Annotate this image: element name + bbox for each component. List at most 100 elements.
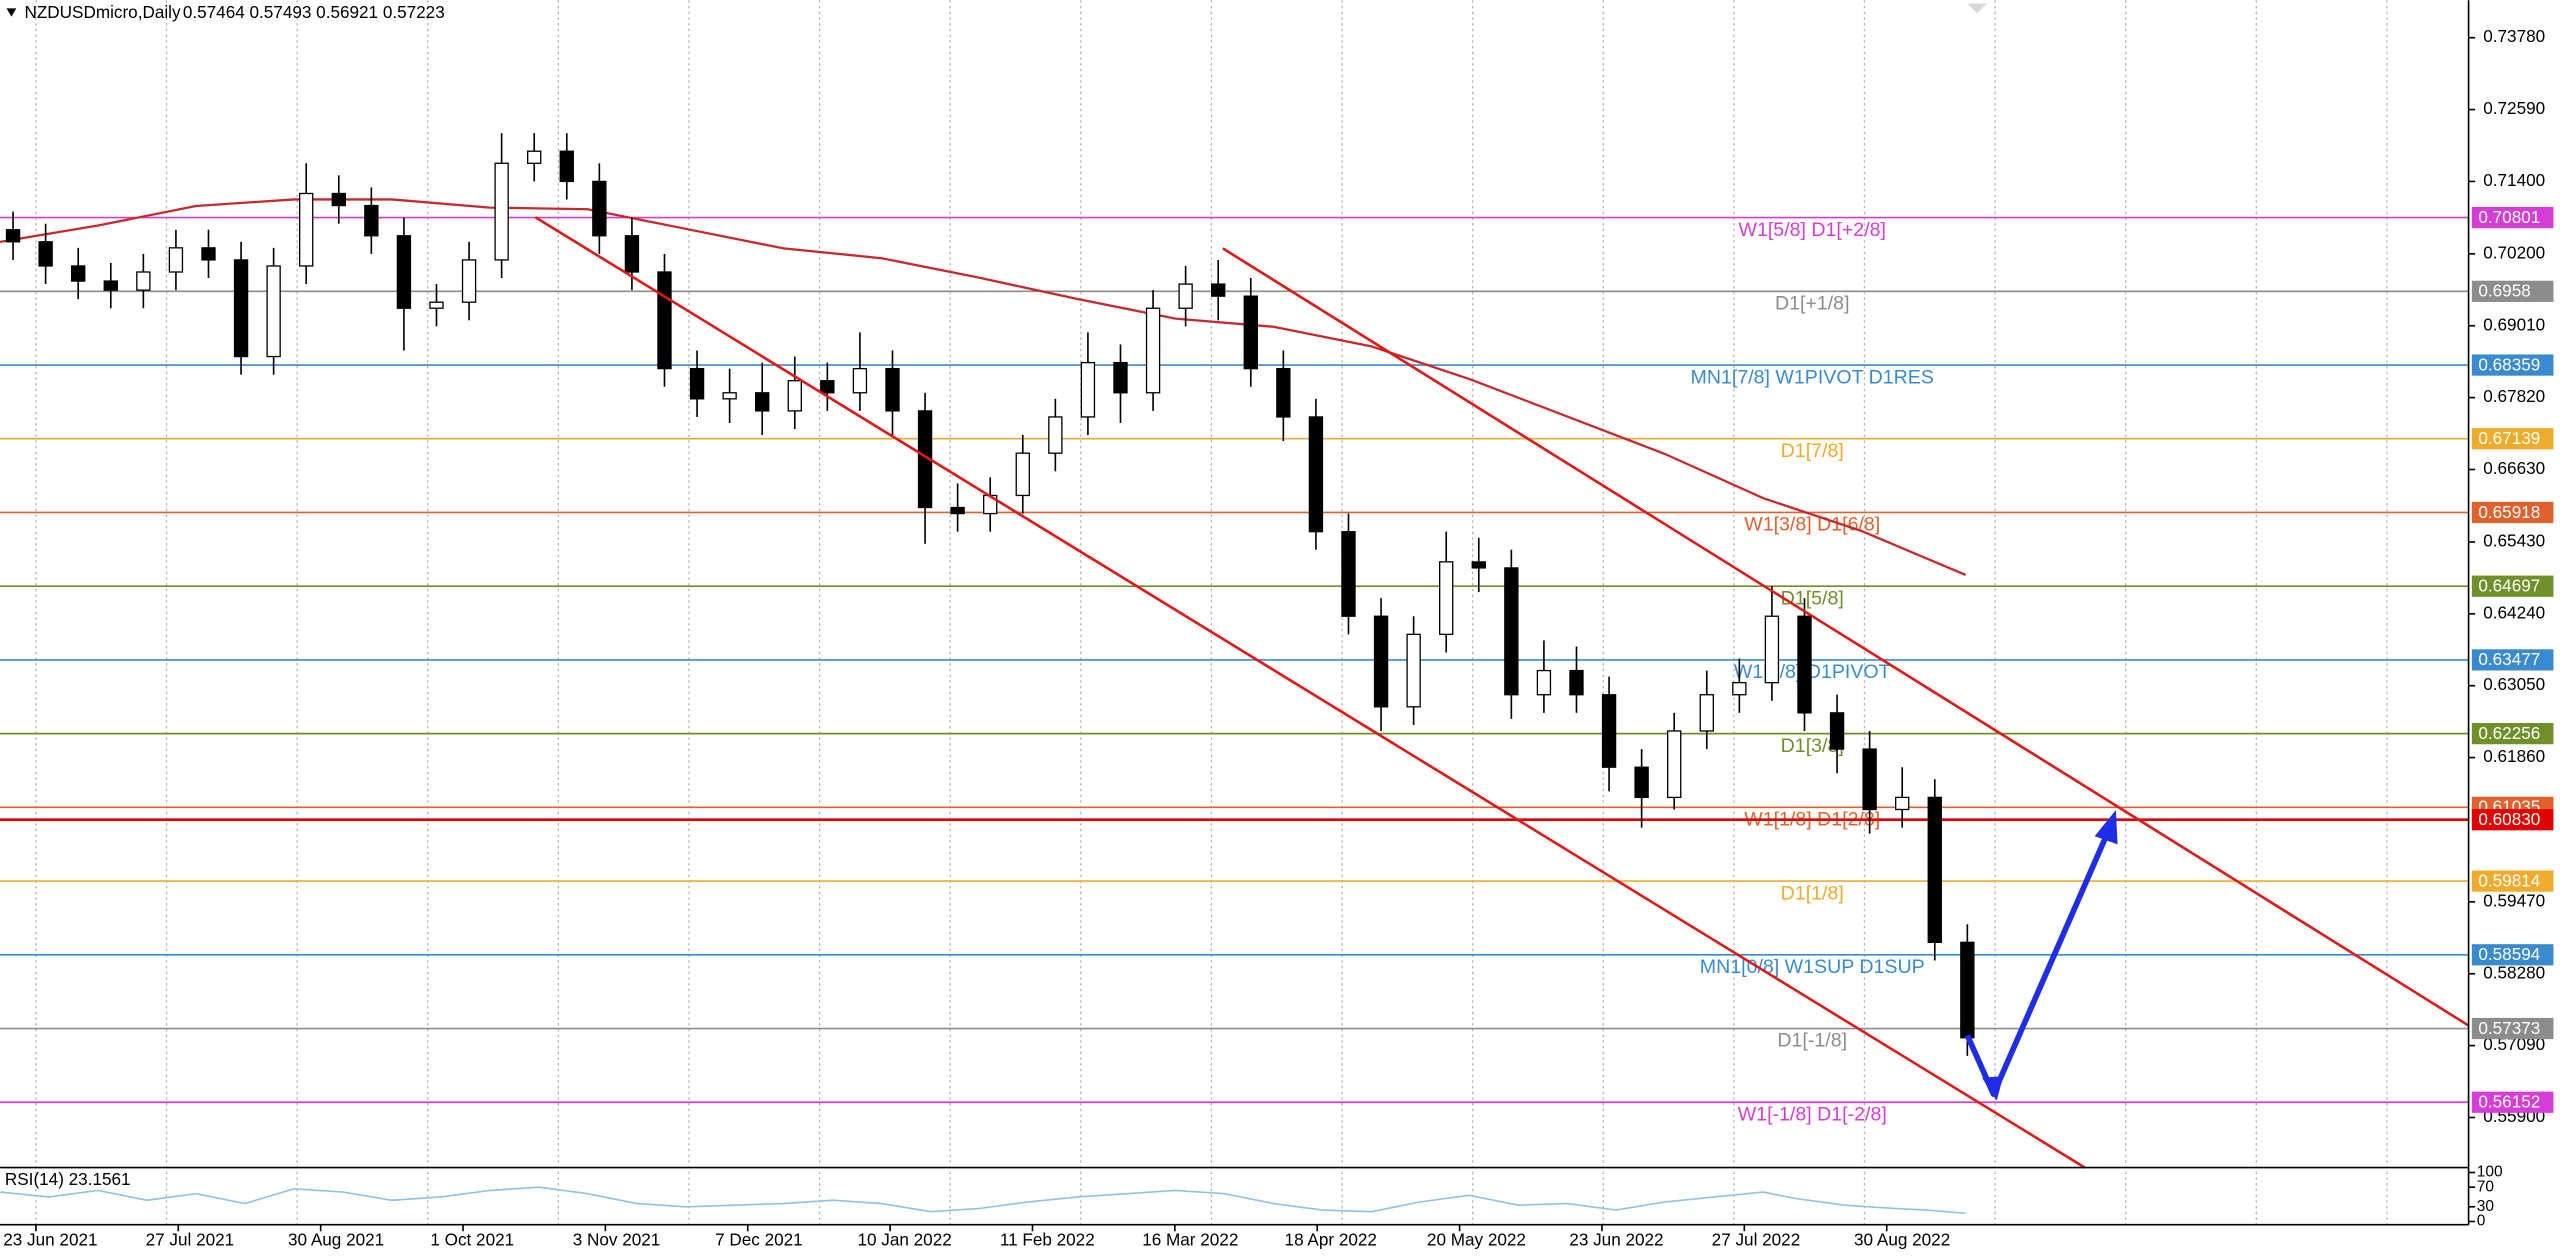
candle-body [1732,682,1747,696]
candle-body [1373,615,1389,708]
x-tick-label: 20 May 2022 [1427,1230,1526,1250]
candle-body [885,367,900,412]
menu-triangle [6,8,17,17]
level-tag-bg [2471,575,2554,597]
rsi-line [0,1186,1966,1215]
level-label: MN1[0/8] W1SUP D1SUP [1700,956,1925,978]
y-tick-label: 0.65430 [2483,530,2545,550]
x-tick-label: 23 Jun 2021 [3,1230,97,1250]
candle-body [5,229,21,243]
candle-body [689,367,705,400]
x-tick-label: 23 Jun 2022 [1569,1230,1663,1250]
candle-body [1080,361,1096,418]
candle-body [722,392,737,400]
arrow-head [2094,810,2118,845]
level-tag-bg [2471,280,2554,302]
rsi-tick-label: 30 [2477,1198,2495,1215]
arrow-head [1982,1076,2004,1101]
candle-body [1113,361,1128,394]
rsi-tick-label: 70 [2477,1178,2495,1195]
candle-body [1178,283,1193,309]
candle-body [1308,416,1324,533]
candle-body [71,265,86,282]
candle-body [657,271,672,370]
candle-body [1960,941,1975,1039]
candle-body [38,241,53,267]
x-tick-label: 27 Jul 2022 [1712,1230,1801,1250]
level-label: W1[3/8] D1[6/8] [1744,514,1880,536]
channel-upper [1222,247,2470,1027]
candle-body [103,280,118,291]
level-tag-bg [2471,1091,2554,1113]
channel-lower [534,216,2086,1169]
candle-body [266,265,281,358]
candle-body [820,380,835,394]
candle-body [1634,766,1649,799]
level-tag: 0.67139 [2478,428,2540,448]
candle-body [201,247,216,261]
candle-body [1764,615,1780,684]
x-tick-label: 30 Aug 2021 [288,1230,384,1250]
candle-body [1829,712,1845,750]
rsi-label: RSI(14) 23.1561 [5,1169,131,1189]
candle-body [1015,452,1030,497]
candle-body [1667,730,1682,799]
candle-body [1145,307,1161,394]
y-tick-label: 0.69010 [2483,314,2545,334]
x-tick-label: 16 Mar 2022 [1142,1230,1238,1250]
candle-body [1341,531,1356,617]
shift-marker [1967,3,1987,14]
ohlc: 0.57464 0.57493 0.56921 0.57223 [183,2,445,22]
candle-body [396,235,412,309]
level-tag: 0.62256 [2478,723,2540,743]
level-label: W1[2/8] D1PIVOT [1734,661,1891,683]
candle-body [559,150,574,183]
candle-body [1601,694,1617,768]
x-tick-label: 11 Feb 2022 [1000,1230,1095,1250]
y-tick-label: 0.57090 [2483,1034,2545,1054]
x-tick-label: 10 Jan 2022 [857,1230,951,1250]
y-tick-label: 0.66630 [2483,458,2545,478]
candle-body [1569,669,1584,696]
candle-body [1439,561,1454,635]
candle-body [1211,283,1226,297]
y-tick-label: 0.61860 [2483,746,2545,766]
candle-body [787,380,802,412]
x-tick-label: 27 Jul 2021 [146,1230,235,1250]
level-label: D1[1/8] [1781,882,1844,904]
level-tag-bg [2471,649,2554,671]
candle-body [852,367,868,394]
level-tag-bg [2471,501,2554,524]
candle-body [1243,295,1258,370]
x-tick-label: 30 Aug 2022 [1854,1230,1950,1250]
level-tag: 0.68359 [2478,354,2540,374]
level-label: W1[5/8] D1[+2/8] [1739,219,1886,241]
moving-average [0,198,1967,576]
candle-body [1406,633,1421,708]
candle-body [461,259,477,303]
level-tag: 0.57373 [2478,1018,2540,1038]
candle-body [429,301,444,309]
level-tag-bg [2471,428,2554,450]
candle-body [1927,796,1942,943]
rsi-tick-label: 100 [2477,1164,2503,1181]
grid [35,0,2388,1225]
x-tick-label: 1 Oct 2021 [430,1230,514,1250]
level-tag: 0.64697 [2478,576,2540,596]
y-tick-label: 0.73780 [2483,26,2545,46]
candle-body [1048,416,1063,454]
level-tag: 0.70801 [2478,207,2540,227]
candle-body [1536,669,1552,696]
y-tick-label: 0.72590 [2483,98,2545,118]
y-tick-label: 0.67820 [2483,386,2545,406]
rsi-tick-label: 0 [2477,1213,2486,1230]
candle-body [1276,367,1291,418]
candle-body [136,271,151,291]
level-tag: 0.56152 [2478,1092,2540,1112]
level-tag: 0.58594 [2478,944,2540,964]
level-tag: 0.65918 [2478,502,2540,522]
level-label: D1[5/8] [1781,587,1844,609]
level-label: D1[3/8] [1781,735,1844,757]
